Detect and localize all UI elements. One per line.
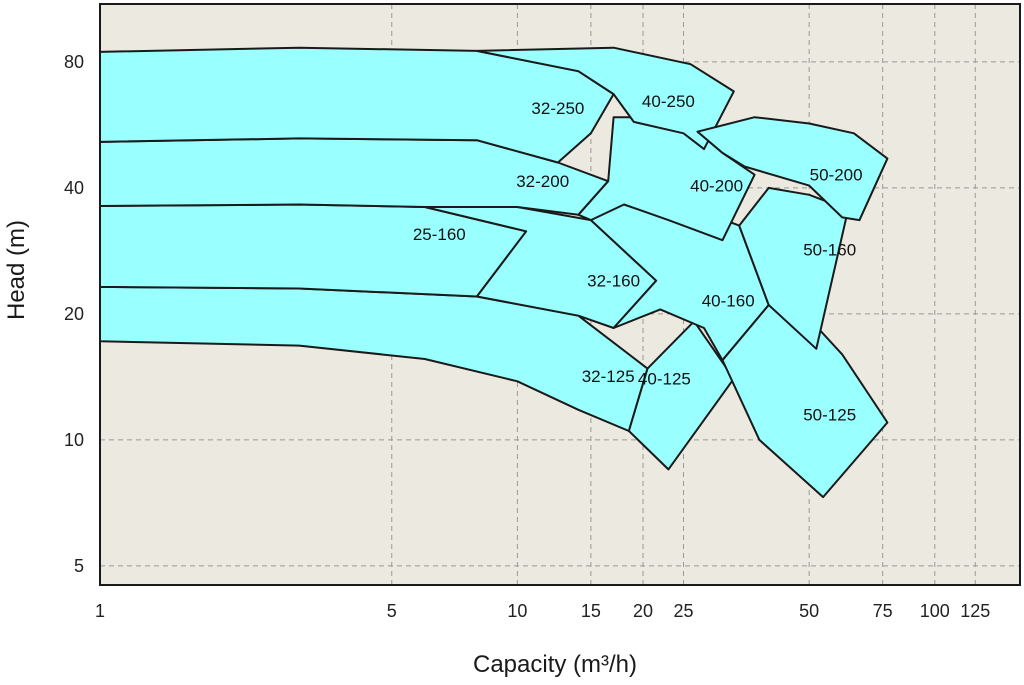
y-tick-label: 80: [64, 52, 84, 72]
region-label-25-160: 25-160: [413, 225, 466, 244]
x-tick-label: 10: [507, 601, 527, 621]
x-tick-label: 25: [673, 601, 693, 621]
region-50-200: [696, 116, 889, 222]
x-tick-label: 5: [387, 601, 397, 621]
y-tick-label: 40: [64, 178, 84, 198]
region-25-160: [99, 203, 528, 298]
region-label-32-250: 32-250: [531, 99, 584, 118]
region-label-32-160: 32-160: [587, 272, 640, 291]
region-label-40-125: 40-125: [638, 370, 691, 389]
region-40-125: [627, 320, 735, 471]
x-tick-label: 50: [799, 601, 819, 621]
region-label-50-125: 50-125: [803, 406, 856, 425]
x-tick-label: 1: [95, 601, 105, 621]
y-tick-label: 10: [64, 430, 84, 450]
x-tick-label: 15: [581, 601, 601, 621]
region-40-250: [475, 46, 735, 151]
x-axis-title: Capacity (m³/h): [473, 651, 637, 678]
region-label-32-200: 32-200: [516, 172, 569, 191]
y-axis-title: Head (m): [3, 220, 30, 320]
x-tick-label: 75: [873, 601, 893, 621]
region-label-50-200: 50-200: [810, 166, 863, 185]
plot-frame: [99, 3, 1021, 586]
region-label-50-160: 50-160: [803, 241, 856, 260]
y-tick-label: 20: [64, 304, 84, 324]
x-tick-label: 100: [920, 601, 950, 621]
pump-regions: 32-125 25-160 32-160 32-200 32-250 40-125 40-1…: [99, 46, 889, 499]
region-label-40-250: 40-250: [642, 92, 695, 111]
region-label-32-125: 32-125: [582, 367, 635, 386]
region-label-40-160: 40-160: [702, 292, 755, 311]
y-tick-label: 5: [74, 556, 84, 576]
region-label-40-200: 40-200: [690, 177, 743, 196]
x-tick-label: 125: [960, 601, 990, 621]
x-tick-label: 20: [633, 601, 653, 621]
